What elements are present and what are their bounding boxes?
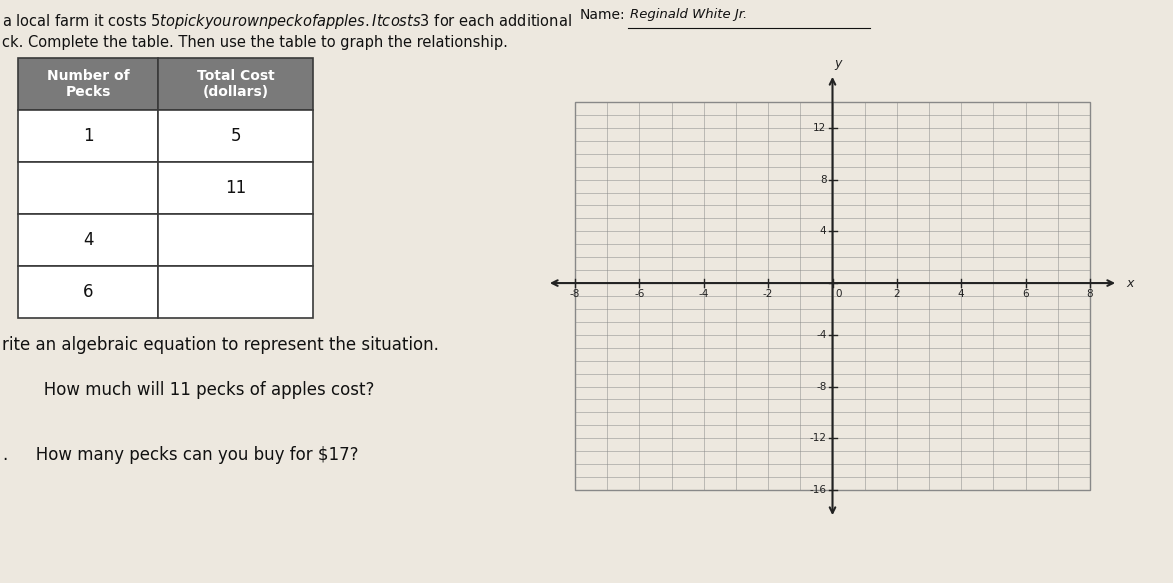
Text: -2: -2 [762, 289, 773, 299]
Text: 11: 11 [225, 179, 246, 197]
Text: rite an algebraic equation to represent the situation.: rite an algebraic equation to represent … [2, 336, 439, 354]
Bar [158, 58, 313, 110]
Bar [575, 102, 1090, 490]
Text: 12: 12 [813, 123, 827, 133]
Text: How much will 11 pecks of apples cost?: How much will 11 pecks of apples cost? [28, 381, 374, 399]
Text: .: . [2, 446, 7, 464]
Text: 0: 0 [835, 289, 842, 299]
Bar [158, 214, 313, 266]
Bar [18, 266, 158, 318]
Bar [18, 214, 158, 266]
Bar [18, 162, 158, 214]
Bar [18, 110, 158, 162]
Text: How many pecks can you buy for $17?: How many pecks can you buy for $17? [20, 446, 359, 464]
Text: 6: 6 [83, 283, 93, 301]
Text: -8: -8 [816, 381, 827, 392]
Text: Name:: Name: [579, 8, 625, 22]
Text: x: x [1126, 276, 1133, 290]
Text: -6: -6 [635, 289, 644, 299]
Text: 4: 4 [958, 289, 964, 299]
Text: a local farm it costs $5 to pick your own peck of apples. It costs $3 for each a: a local farm it costs $5 to pick your ow… [2, 12, 572, 31]
Text: Total Cost
(dollars): Total Cost (dollars) [197, 69, 274, 99]
Bar [158, 266, 313, 318]
Text: 1: 1 [82, 127, 94, 145]
Bar [18, 58, 158, 110]
Text: ck. Complete the table. Then use the table to graph the relationship.: ck. Complete the table. Then use the tab… [2, 35, 508, 50]
Text: 4: 4 [820, 226, 827, 236]
Text: -8: -8 [570, 289, 581, 299]
Text: 2: 2 [894, 289, 900, 299]
Text: 8: 8 [1086, 289, 1093, 299]
Text: 5: 5 [230, 127, 240, 145]
Bar [158, 162, 313, 214]
Text: 8: 8 [820, 174, 827, 185]
Text: Reginald White Jr.: Reginald White Jr. [630, 8, 747, 21]
Text: -4: -4 [699, 289, 708, 299]
Text: Number of
Pecks: Number of Pecks [47, 69, 129, 99]
Text: 6: 6 [1023, 289, 1029, 299]
Text: 4: 4 [83, 231, 93, 249]
Text: -12: -12 [809, 433, 827, 443]
Text: y: y [835, 57, 842, 70]
Bar [158, 110, 313, 162]
Text: -16: -16 [809, 485, 827, 495]
Text: -4: -4 [816, 330, 827, 340]
